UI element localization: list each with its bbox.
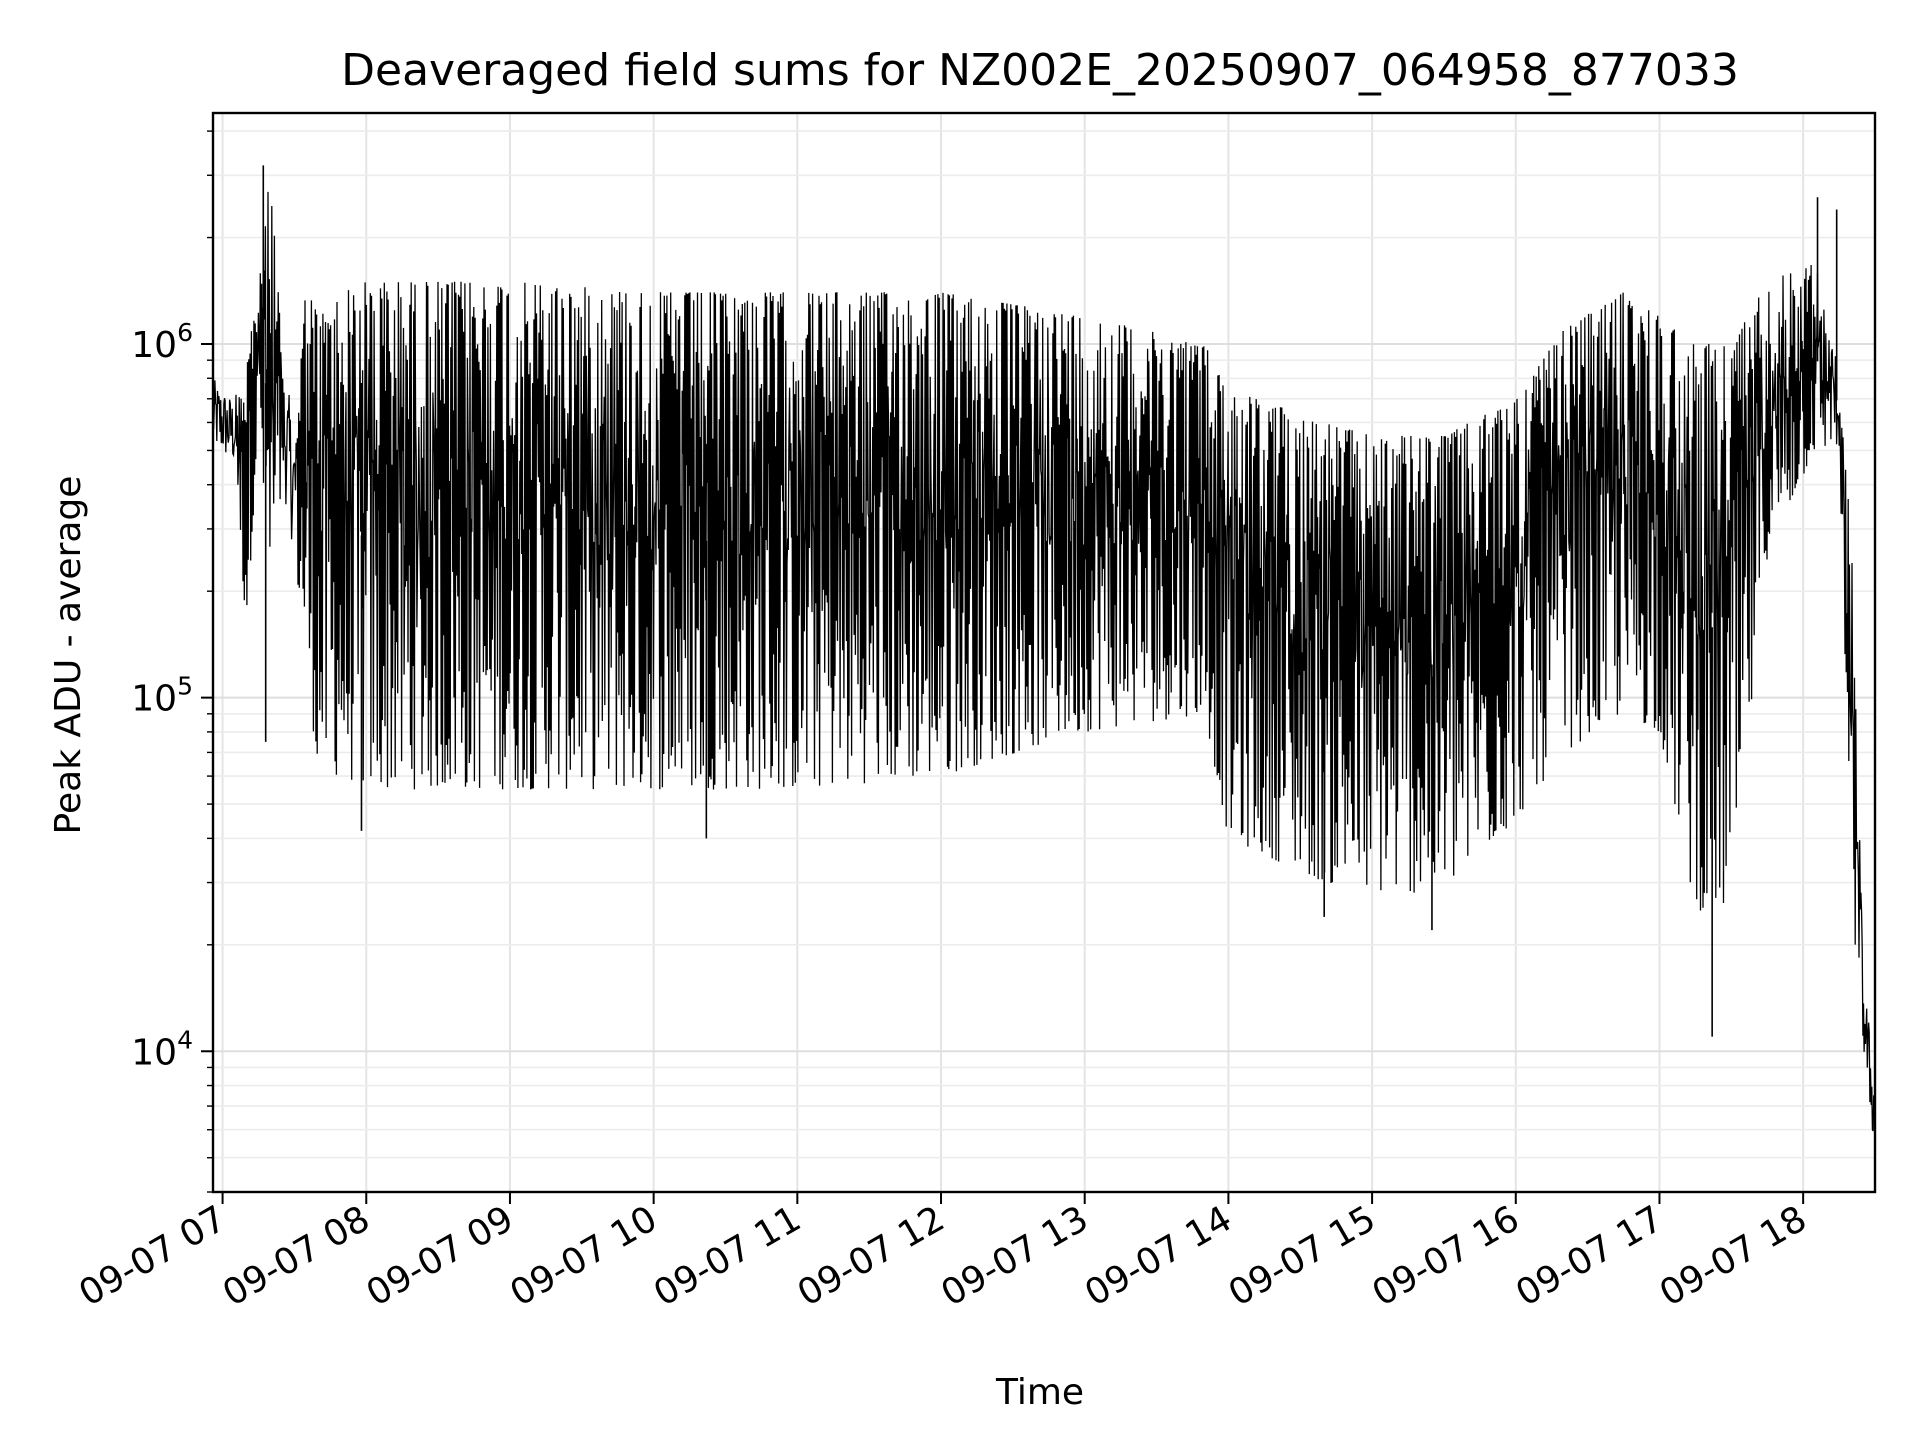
y-tick-label: 105 (131, 672, 193, 720)
y-axis-label: Peak ADU - average (48, 476, 89, 835)
chart-title: Deaveraged field sums for NZ002E_2025090… (341, 45, 1739, 96)
data-series (212, 165, 1876, 1132)
plot-frame (211, 111, 1877, 1194)
x-axis-label: Time (995, 1372, 1084, 1413)
y-tick-label: 106 (131, 318, 193, 366)
data-line (212, 191, 1876, 1132)
y-axis-ticks: 104 105 106 (131, 130, 213, 1193)
y-tick-label: 104 (131, 1025, 193, 1073)
